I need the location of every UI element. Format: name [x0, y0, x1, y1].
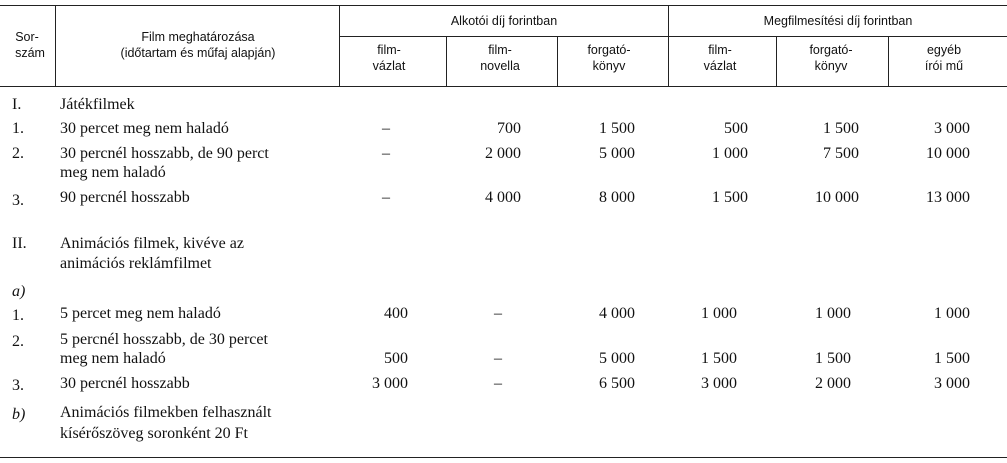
table-cell: 1 000	[815, 305, 851, 322]
row-description: 30 percnél hosszabb	[60, 375, 190, 392]
col-divider-5	[668, 5, 669, 86]
table-cell: 3 000	[701, 375, 737, 392]
header-col-3-line-1: forgató-	[587, 43, 631, 57]
table-cell: –	[382, 120, 390, 137]
header-col-5-line-2: könyv	[814, 59, 848, 73]
row-number: b)	[12, 406, 26, 423]
header-col-6-line-2: írói mű	[924, 59, 964, 73]
row-description: 30 percnél hosszabb, de 90 perct	[60, 145, 269, 162]
row-description: 5 percnél hosszabb, de 30 percet	[60, 331, 268, 348]
table-cell: 1 500	[934, 350, 970, 367]
table-cell: 10 000	[926, 145, 970, 162]
header-col-3-line-2: könyv	[592, 59, 626, 73]
col-divider-1	[55, 5, 56, 86]
header-sorszam-1: Sor-	[15, 30, 39, 44]
header-sub-rule	[339, 36, 1007, 37]
header-col-4-line-2: vázlat	[703, 59, 737, 73]
table-cell: 400	[384, 305, 408, 322]
row-number: 3.	[12, 192, 24, 209]
table-cell: 1 500	[599, 120, 635, 137]
table-cell: 1 500	[823, 120, 859, 137]
table-cell: 2 000	[815, 375, 851, 392]
row-description-cont: animációs reklámfilmet	[60, 255, 212, 272]
header-col-6-line-1: egyéb	[926, 43, 962, 57]
row-description-cont: kísérőszöveg soronként 20 Ft	[60, 425, 248, 442]
row-description: 5 percet meg nem haladó	[60, 305, 221, 322]
table-cell: 3 000	[934, 375, 970, 392]
row-description-cont: meg nem haladó	[60, 164, 166, 181]
table-cell: 1 500	[712, 189, 748, 206]
table-cell: –	[382, 145, 390, 162]
header-film-1: Film meghatározása	[141, 30, 255, 44]
row-number: 1.	[12, 307, 24, 324]
table-top-rule	[0, 5, 1007, 6]
row-number: I.	[12, 96, 22, 113]
table-cell: –	[494, 350, 502, 367]
table-cell: 700	[497, 120, 521, 137]
row-description: Animációs filmek, kivéve az	[60, 235, 244, 252]
header-sorszam-2: szám	[15, 46, 45, 60]
table-cell: 500	[384, 350, 408, 367]
row-number: a)	[12, 283, 26, 300]
header-col-2-line-2: novella	[480, 59, 520, 73]
header-col-5-line-1: forgató-	[809, 43, 853, 57]
row-number: 1.	[12, 120, 24, 137]
table-cell: 1 500	[701, 350, 737, 367]
table-cell: 4 000	[485, 189, 521, 206]
table-cell: 4 000	[599, 305, 635, 322]
row-description: 90 percnél hosszabb	[60, 189, 190, 206]
row-description: 30 percet meg nem haladó	[60, 120, 229, 137]
table-cell: 1 000	[934, 305, 970, 322]
table-cell: –	[494, 375, 502, 392]
col-divider-3	[446, 36, 447, 86]
table-cell: 5 000	[599, 350, 635, 367]
header-col-4-line-1: film-	[708, 43, 732, 57]
row-number: II.	[12, 235, 27, 252]
table-cell: 3 000	[372, 375, 408, 392]
table-cell: 7 500	[823, 145, 859, 162]
table-cell: 10 000	[815, 189, 859, 206]
header-col-1-line-2: vázlat	[372, 59, 406, 73]
col-divider-4	[557, 36, 558, 86]
table-cell: –	[494, 305, 502, 322]
row-number: 3.	[12, 377, 24, 394]
table-cell: –	[382, 189, 390, 206]
table-cell: 1 500	[815, 350, 851, 367]
header-alkotoi: Alkotói díj forintban	[450, 14, 558, 28]
table-cell: 2 000	[485, 145, 521, 162]
header-bottom-rule	[0, 86, 1007, 87]
table-bottom-rule	[0, 457, 1007, 458]
table-cell: 8 000	[599, 189, 635, 206]
col-divider-2	[339, 5, 340, 86]
header-col-2-line-1: film-	[488, 43, 512, 57]
table-cell: 6 500	[599, 375, 635, 392]
col-divider-7	[888, 36, 889, 86]
row-description: Játékfilmek	[60, 96, 135, 113]
table-cell: 13 000	[926, 189, 970, 206]
row-number: 2.	[12, 333, 24, 350]
table-cell: 1 000	[701, 305, 737, 322]
table-cell: 500	[724, 120, 748, 137]
header-col-1-line-1: film-	[377, 43, 401, 57]
row-number: 2.	[12, 145, 24, 162]
row-description-cont: meg nem haladó	[60, 350, 166, 367]
header-film-2: (időtartam és műfaj alapján)	[120, 46, 276, 60]
table-cell: 3 000	[934, 120, 970, 137]
header-megfilm: Megfilmesítési díj forintban	[763, 14, 913, 28]
table-cell: 1 000	[712, 145, 748, 162]
col-divider-6	[776, 36, 777, 86]
table-cell: 5 000	[599, 145, 635, 162]
row-description: Animációs filmekben felhasznált	[60, 404, 272, 421]
